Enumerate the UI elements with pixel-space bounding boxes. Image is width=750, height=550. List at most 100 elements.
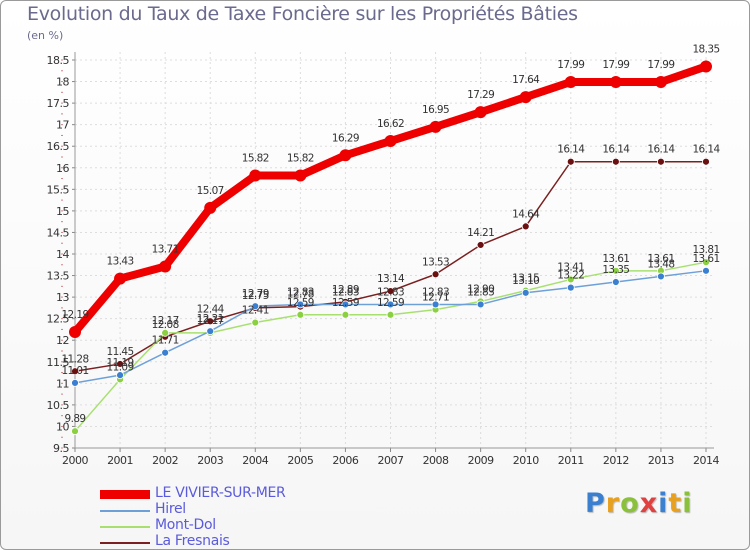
legend-item: La Fresnais: [100, 533, 360, 550]
y-tick-label: 15.5: [47, 183, 70, 196]
data-label: 17.64: [512, 74, 540, 86]
data-label: 13.43: [107, 256, 134, 268]
legend-label: Hirel: [155, 501, 186, 517]
data-point: [71, 427, 79, 436]
data-point: [386, 287, 395, 295]
data-point: [206, 327, 215, 336]
data-label: 12.83: [332, 286, 359, 298]
x-tick-label: 2012: [603, 454, 629, 467]
data-point: [251, 318, 260, 327]
data-point: [611, 266, 620, 275]
data-label: 16.14: [692, 144, 720, 156]
data-point: [700, 60, 712, 73]
data-point: [657, 157, 665, 166]
data-label: 13.71: [152, 244, 179, 256]
y-tick-label: 12.5: [47, 313, 70, 326]
data-point: [384, 135, 397, 148]
legend-label: Mont-Dol: [155, 517, 216, 533]
data-label: 15.07: [197, 185, 224, 197]
data-label: 13.61: [692, 253, 719, 265]
data-label: 12.59: [332, 297, 359, 309]
data-label: 12.83: [422, 286, 449, 298]
data-point: [431, 270, 440, 279]
data-label: 14.21: [467, 227, 494, 239]
y-tick-label: 13.5: [47, 270, 70, 283]
data-label: 13.15: [512, 273, 539, 285]
data-label: 16.14: [557, 144, 585, 156]
y-tick-label: 11.5: [47, 356, 70, 369]
legend-item: Mont-Dol: [100, 517, 360, 534]
data-label: 12.75: [242, 290, 269, 302]
data-point: [294, 169, 307, 182]
data-label: 13.81: [692, 244, 719, 256]
x-tick-label: 2006: [332, 454, 358, 467]
x-tick-label: 2008: [423, 454, 449, 467]
data-point: [566, 275, 575, 284]
x-tick-label: 2002: [152, 454, 178, 467]
data-point: [339, 149, 352, 162]
data-label: 15.82: [287, 153, 314, 165]
legend-label: La Fresnais: [155, 533, 230, 549]
data-label: 12.71: [422, 292, 449, 304]
data-label: 11.19: [107, 357, 134, 369]
data-label: 12.17: [197, 315, 224, 327]
legend-item: Hirel: [100, 501, 360, 518]
x-tick-label: 2011: [558, 454, 584, 467]
data-label: 16.62: [377, 118, 404, 130]
data-point: [341, 310, 350, 319]
y-tick-label: 18.5: [47, 54, 70, 67]
legend-label: LE VIVIER-SUR-MER: [155, 485, 286, 501]
data-label: 12.17: [152, 315, 179, 327]
x-tick-label: 2001: [107, 454, 133, 467]
x-tick-label: 2013: [648, 454, 674, 467]
legend-swatch: [100, 510, 150, 512]
logo-letter: t: [668, 488, 683, 519]
data-point: [564, 75, 577, 88]
data-label: 13.61: [647, 253, 674, 265]
data-label: 12.83: [467, 286, 494, 298]
proxiti-logo: Proxiti: [585, 488, 693, 519]
data-label: 14.64: [512, 208, 540, 220]
x-tick-label: 2014: [693, 454, 719, 467]
data-point: [161, 328, 170, 337]
y-tick-label: 10.5: [47, 399, 70, 412]
data-label: 13.22: [557, 270, 584, 282]
data-label: 17.99: [647, 59, 674, 71]
data-point: [429, 120, 442, 133]
y-tick-label: 14.5: [47, 226, 70, 239]
data-point: [702, 258, 710, 267]
x-tick-label: 2004: [242, 454, 268, 467]
data-label: 11.71: [152, 335, 179, 347]
legend-swatch: [100, 490, 150, 499]
data-label: 12.79: [242, 288, 269, 300]
data-label: 16.95: [422, 104, 449, 116]
data-label: 12.89: [332, 284, 359, 296]
data-point: [161, 348, 170, 357]
data-label: 13.10: [512, 275, 539, 287]
legend-swatch: [100, 542, 150, 544]
x-tick-label: 2005: [287, 454, 313, 467]
data-label: 12.90: [467, 283, 494, 295]
data-label: 16.14: [647, 144, 675, 156]
logo-letter: x: [639, 488, 659, 519]
data-point: [71, 379, 79, 387]
data-point: [609, 75, 622, 88]
data-point: [251, 302, 260, 311]
x-tick-label: 2007: [378, 454, 404, 467]
data-point: [206, 317, 215, 326]
data-label: 12.59: [287, 297, 314, 309]
data-label: 12.19: [61, 309, 88, 321]
y-tick-label: 16.5: [47, 140, 70, 153]
data-label: 13.53: [422, 256, 449, 268]
logo-letter: r: [605, 488, 621, 519]
unit-label: (en %): [27, 29, 64, 42]
data-label: 11.45: [107, 346, 134, 358]
data-label: 13.14: [377, 273, 405, 285]
data-point: [521, 222, 530, 231]
data-point: [431, 300, 440, 309]
data-point: [519, 91, 532, 104]
data-point: [116, 360, 124, 368]
data-point: [657, 272, 665, 281]
data-point: [116, 371, 124, 380]
